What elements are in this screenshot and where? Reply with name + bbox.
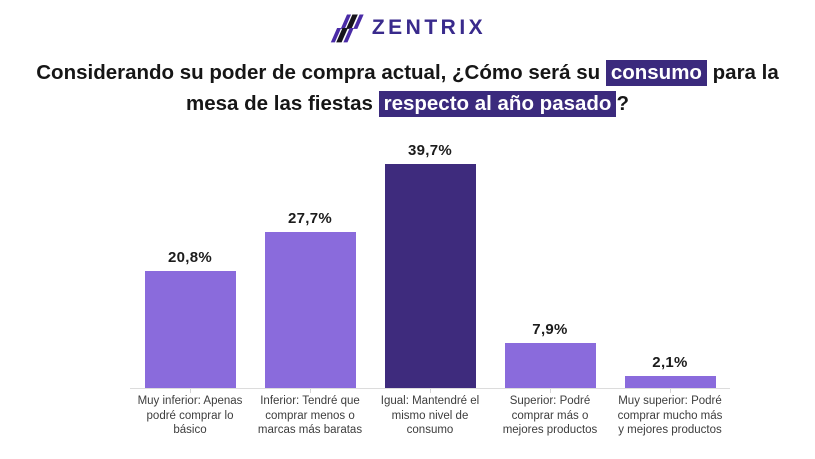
- title-text: Considerando su poder de compra actual, …: [36, 61, 606, 84]
- category-label-line: podré comprar lo: [146, 409, 234, 422]
- category-label-line: comprar más o: [511, 409, 589, 422]
- bar-value-label: 7,9%: [532, 321, 568, 339]
- title-line-2: mesa de las fiestas respecto al año pasa…: [0, 88, 815, 119]
- category-label-line: Superior: Podré: [509, 395, 591, 407]
- category-label-line: consumo: [406, 424, 454, 436]
- zentrix-logo-icon: [330, 14, 364, 43]
- category-label: Igual: Mantendré el mismo nivel de consumo: [370, 389, 490, 438]
- bar-value-label: 39,7%: [407, 141, 453, 159]
- title-line-1: Considerando su poder de compra actual, …: [0, 57, 815, 88]
- category-label-line: comprar mucho más: [617, 409, 723, 422]
- axis-tick: [190, 389, 191, 393]
- title-text: para la: [706, 61, 779, 84]
- category-label-line: Muy inferior: Apenas: [137, 395, 243, 407]
- bar-value-label: 27,7%: [287, 209, 333, 227]
- x-axis-line: [130, 388, 730, 393]
- category-label-line: y mejores productos: [618, 424, 722, 436]
- category-label-line: Muy superior: Podré: [618, 395, 722, 407]
- bar: [624, 376, 716, 388]
- axis-tick: [310, 389, 311, 393]
- chart-column: 27,7%: [250, 138, 370, 388]
- bar-chart: 20,8% 27,7% 39,7% 7,9% 2,1% Muy inferior: Ap…: [130, 138, 730, 438]
- category-label: Superior: Podré comprar más o mejores prod…: [490, 389, 610, 438]
- chart-columns: 20,8% 27,7% 39,7% 7,9% 2,1%: [130, 138, 730, 388]
- axis-tick: [670, 389, 671, 393]
- axis-tick: [550, 389, 551, 393]
- axis-tick: [430, 389, 431, 393]
- title-text: ?: [616, 92, 629, 115]
- chart-column: 39,7%: [370, 138, 490, 388]
- title-text: mesa de las fiestas: [186, 92, 379, 115]
- category-label-line: comprar menos o: [265, 409, 355, 422]
- category-label-line: Igual: Mantendré el: [380, 395, 480, 407]
- title-highlight: respecto al año pasado: [378, 91, 617, 117]
- bar: [504, 343, 596, 388]
- category-label-line: mejores productos: [502, 424, 598, 436]
- category-label-line: básico: [173, 424, 207, 436]
- category-label: Inferior: Tendré que comprar menos o marca…: [250, 389, 370, 438]
- category-label-line: mismo nivel de: [391, 409, 469, 422]
- chart-column: 7,9%: [490, 138, 610, 388]
- bar: [384, 163, 476, 388]
- category-label-line: marcas más baratas: [257, 424, 363, 436]
- chart-category-labels: Muy inferior: Apenas podré comprar lo bási…: [130, 389, 730, 438]
- category-label: Muy superior: Podré comprar mucho más y me…: [610, 389, 730, 438]
- brand-logo: ZENTRIX: [0, 0, 815, 48]
- bar: [144, 270, 236, 388]
- title-highlight: consumo: [605, 60, 707, 86]
- brand-wordmark: ZENTRIX: [371, 16, 487, 39]
- page-title: Considerando su poder de compra actual, …: [0, 57, 815, 119]
- bar: [264, 231, 356, 388]
- category-label-line: Inferior: Tendré que: [260, 395, 360, 407]
- chart-column: 20,8%: [130, 138, 250, 388]
- bar-value-label: 20,8%: [167, 248, 213, 266]
- chart-column: 2,1%: [610, 138, 730, 388]
- category-label: Muy inferior: Apenas podré comprar lo bási…: [130, 389, 250, 438]
- bar-value-label: 2,1%: [652, 354, 688, 372]
